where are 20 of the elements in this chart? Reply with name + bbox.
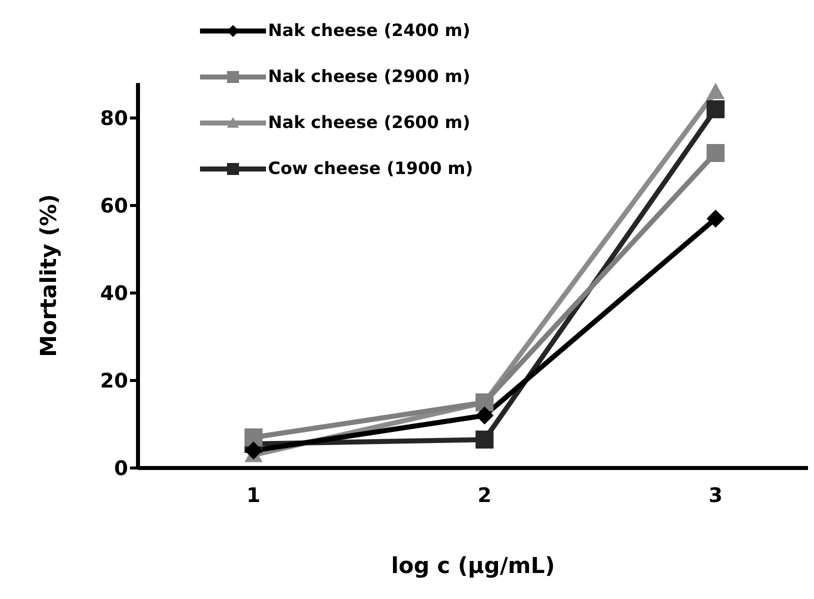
y-tick-label: 20 (100, 368, 128, 393)
legend-label: Nak cheese (2900 m) (268, 67, 470, 87)
legend-label: Nak cheese (2600 m) (268, 113, 470, 133)
point (476, 406, 494, 424)
y-axis-title: Mortality (%) (36, 194, 62, 357)
point (476, 430, 494, 449)
point (244, 428, 263, 446)
y-tick-label: 80 (100, 106, 128, 130)
y-tick-label: 0 (114, 456, 128, 480)
legend-label: Cow cheese (1900 m) (268, 159, 474, 179)
point (706, 144, 725, 162)
point (706, 210, 725, 228)
y-tick-label: 40 (100, 281, 128, 306)
x-tick-label: 2 (478, 483, 492, 508)
y-tick-label: 60 (100, 194, 128, 218)
point (706, 100, 725, 118)
x-tick-label: 1 (246, 483, 260, 508)
x-tick-label: 3 (708, 483, 723, 508)
legend-label: Nak cheese (2400 m) (268, 21, 470, 41)
x-axis-title: log c (μg/mL) (391, 554, 555, 579)
